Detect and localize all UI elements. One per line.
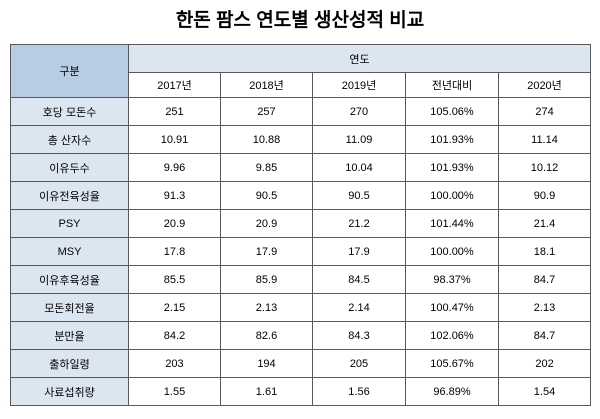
- data-cell: 100.47%: [405, 293, 499, 322]
- year-header-row: 2017년 2018년 2019년 전년대비 2020년: [11, 72, 592, 98]
- data-cell: 11.09: [312, 125, 406, 154]
- data-cell: 20.9: [220, 209, 313, 238]
- data-cell: 90.5: [312, 181, 406, 210]
- table-row: 사료섭취량 1.55 1.61 1.56 96.89% 1.54: [10, 377, 592, 406]
- group-header-yeondo: 연도: [127, 44, 592, 73]
- data-cell: 2.14: [312, 293, 406, 322]
- data-cell: 17.8: [128, 237, 221, 266]
- group-header-row: 구분 연도: [10, 44, 592, 98]
- data-cell: 21.2: [312, 209, 406, 238]
- row-label: 이유전육성율: [10, 181, 129, 210]
- data-cell: 91.3: [128, 181, 221, 210]
- data-cell: 101.93%: [405, 153, 499, 182]
- row-label: 분만율: [10, 321, 129, 350]
- data-cell: 202: [497, 349, 592, 378]
- data-cell: 105.06%: [405, 97, 499, 126]
- row-label: 이유두수: [10, 153, 129, 182]
- table-row: 호당 모돈수 251 257 270 105.06% 274: [10, 97, 592, 126]
- data-cell: 101.93%: [405, 125, 499, 154]
- data-cell: 11.14: [497, 125, 592, 154]
- data-cell: 17.9: [220, 237, 313, 266]
- data-cell: 20.9: [128, 209, 221, 238]
- row-label: 출하일령: [10, 349, 129, 378]
- data-cell: 85.5: [128, 265, 221, 294]
- data-cell: 84.7: [497, 265, 592, 294]
- data-cell: 98.37%: [405, 265, 499, 294]
- table-row: MSY 17.8 17.9 17.9 100.00% 18.1: [10, 237, 592, 266]
- table-row: 출하일령 203 194 205 105.67% 202: [10, 349, 592, 378]
- table-body: 호당 모돈수 251 257 270 105.06% 274 총 산자수 10.91 10.88…: [10, 97, 592, 406]
- data-cell: 10.04: [312, 153, 406, 182]
- row-label: PSY: [10, 209, 129, 238]
- data-cell: 270: [312, 97, 406, 126]
- data-cell: 100.00%: [405, 237, 499, 266]
- year-header-2017: 2017년: [128, 72, 221, 98]
- data-cell: 90.9: [497, 181, 592, 210]
- table-row: 이유두수 9.96 9.85 10.04 101.93% 10.12: [10, 153, 592, 182]
- data-cell: 10.88: [220, 125, 313, 154]
- corner-header-gubun: 구분: [10, 44, 129, 98]
- table-row: 이유후육성율 85.5 85.9 84.5 98.37% 84.7: [10, 265, 592, 294]
- data-cell: 96.89%: [405, 377, 499, 406]
- data-cell: 1.61: [220, 377, 313, 406]
- data-cell: 84.7: [497, 321, 592, 350]
- data-cell: 9.85: [220, 153, 313, 182]
- data-cell: 82.6: [220, 321, 313, 350]
- data-cell: 90.5: [220, 181, 313, 210]
- data-cell: 17.9: [312, 237, 406, 266]
- data-cell: 1.56: [312, 377, 406, 406]
- table-row: 모돈회전율 2.15 2.13 2.14 100.47% 2.13: [10, 293, 592, 322]
- production-performance-table: 구분 연도 2017년 2018년 2019년 전년대비 2020년 호당 모돈…: [10, 44, 592, 406]
- data-cell: 2.13: [497, 293, 592, 322]
- row-label: 사료섭취량: [10, 377, 129, 406]
- data-cell: 101.44%: [405, 209, 499, 238]
- data-cell: 84.3: [312, 321, 406, 350]
- data-cell: 251: [128, 97, 221, 126]
- data-cell: 102.06%: [405, 321, 499, 350]
- data-cell: 2.13: [220, 293, 313, 322]
- data-cell: 2.15: [128, 293, 221, 322]
- data-cell: 100.00%: [405, 181, 499, 210]
- data-cell: 85.9: [220, 265, 313, 294]
- table-row: PSY 20.9 20.9 21.2 101.44% 21.4: [10, 209, 592, 238]
- page-title: 한돈 팜스 연도별 생산성적 비교: [175, 10, 425, 31]
- table-row: 이유전육성율 91.3 90.5 90.5 100.00% 90.9: [10, 181, 592, 210]
- row-label: 호당 모돈수: [10, 97, 129, 126]
- row-label: 이유후육성율: [10, 265, 129, 294]
- data-cell: 10.91: [128, 125, 221, 154]
- data-cell: 203: [128, 349, 221, 378]
- row-label: 총 산자수: [10, 125, 129, 154]
- year-header-prev-year-ratio: 전년대비: [405, 72, 499, 98]
- table-row: 총 산자수 10.91 10.88 11.09 101.93% 11.14: [10, 125, 592, 154]
- row-label: 모돈회전율: [10, 293, 129, 322]
- data-cell: 9.96: [128, 153, 221, 182]
- data-cell: 1.55: [128, 377, 221, 406]
- data-cell: 84.2: [128, 321, 221, 350]
- table-row: 분만율 84.2 82.6 84.3 102.06% 84.7: [10, 321, 592, 350]
- data-cell: 84.5: [312, 265, 406, 294]
- year-header-2020: 2020년: [497, 72, 592, 98]
- data-cell: 18.1: [497, 237, 592, 266]
- year-header-2018: 2018년: [220, 72, 313, 98]
- year-header-2019: 2019년: [312, 72, 406, 98]
- data-cell: 274: [497, 97, 592, 126]
- data-cell: 21.4: [497, 209, 592, 238]
- table-header: 구분 연도 2017년 2018년 2019년 전년대비 2020년: [10, 44, 592, 98]
- data-cell: 205: [312, 349, 406, 378]
- data-cell: 257: [220, 97, 313, 126]
- data-cell: 10.12: [497, 153, 592, 182]
- row-label: MSY: [10, 237, 129, 266]
- data-cell: 105.67%: [405, 349, 499, 378]
- data-cell: 194: [220, 349, 313, 378]
- data-cell: 1.54: [497, 377, 592, 406]
